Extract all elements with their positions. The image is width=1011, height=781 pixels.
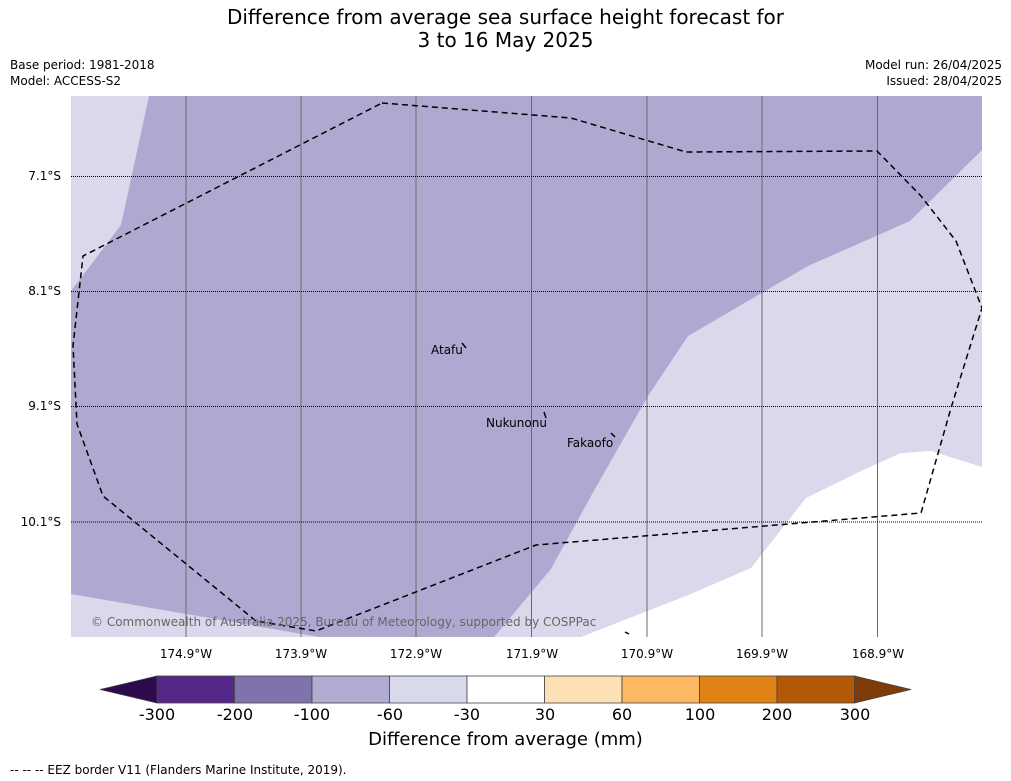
- colorbar-tick: 30: [534, 705, 556, 724]
- colorbar-bin: [311, 675, 390, 704]
- colorbar-bin: [466, 675, 545, 704]
- colorbar-extend-low: [100, 675, 158, 704]
- colorbar-bin: [156, 675, 235, 704]
- lon-label-168-9: 168.9°W: [851, 647, 905, 661]
- colorbar-tick: 100: [684, 705, 716, 724]
- colorbar-tick: -200: [216, 705, 254, 724]
- atafu-atoll: [461, 342, 467, 349]
- place-label-atafu: Atafu: [431, 343, 463, 357]
- colorbar-tick: 300: [839, 705, 871, 724]
- colorbar-extend-high: [854, 675, 912, 704]
- lon-label-172-9: 172.9°W: [389, 647, 443, 661]
- lat-label-10-1: 10.1°S: [20, 515, 61, 529]
- place-label-fakaofo: Fakaofo: [567, 436, 613, 450]
- colorbar-bin: [699, 675, 778, 704]
- lon-label-171-9: 171.9°W: [505, 647, 559, 661]
- colorbar-bin: [621, 675, 700, 704]
- colorbar-bin: [234, 675, 313, 704]
- base-period: Base period: 1981-2018: [10, 58, 155, 72]
- longitude-gridlines: [185, 96, 878, 637]
- title-line-2: 3 to 16 May 2025: [417, 28, 594, 52]
- lon-label-170-9: 170.9°W: [620, 647, 674, 661]
- lon-label-169-9: 169.9°W: [735, 647, 789, 661]
- meta-left: Base period: 1981-2018 Model: ACCESS-S2: [10, 57, 155, 89]
- anomaly-region-medium: [71, 96, 982, 637]
- eez-border-fragment: [624, 631, 630, 635]
- fakaofo-atoll: [610, 432, 616, 438]
- place-label-nukunonu: Nukunonu: [486, 416, 547, 430]
- colorbar-title: Difference from average (mm): [368, 729, 643, 750]
- colorbar-bin: [389, 675, 468, 704]
- copyright-notice: © Commonwealth of Australia 2025, Bureau…: [91, 615, 596, 629]
- lat-label-9-1: 9.1°S: [28, 399, 61, 413]
- colorbar-tick: -300: [138, 705, 176, 724]
- colorbar: [100, 675, 912, 704]
- colorbar-segments: [100, 675, 912, 704]
- sea-level-map: Atafu Nukunonu Fakaofo © Commonwealth of…: [71, 96, 982, 637]
- meta-right: Model run: 26/04/2025 Issued: 28/04/2025: [865, 57, 1002, 89]
- lon-label-173-9: 173.9°W: [274, 647, 328, 661]
- colorbar-tick: -30: [453, 705, 481, 724]
- lat-label-8-1: 8.1°S: [28, 284, 61, 298]
- lon-label-174-9: 174.9°W: [159, 647, 213, 661]
- colorbar-bin: [544, 675, 623, 704]
- colorbar-tick: -60: [376, 705, 404, 724]
- colorbar-tick: 60: [611, 705, 633, 724]
- colorbar-tick: 200: [761, 705, 793, 724]
- model-run: Model run: 26/04/2025: [864, 58, 1002, 72]
- model-name: Model: ACCESS-S2: [10, 74, 122, 88]
- eez-legend: -- -- -- EEZ border V11 (Flanders Marine…: [10, 763, 347, 777]
- lat-label-7-1: 7.1°S: [28, 169, 61, 183]
- issued-date: Issued: 28/04/2025: [886, 74, 1002, 88]
- title-line-1: Difference from average sea surface heig…: [226, 5, 785, 29]
- chart-title: Difference from average sea surface heig…: [0, 6, 1011, 52]
- nukunonu-atoll: [543, 411, 547, 419]
- colorbar-tick: -100: [293, 705, 331, 724]
- colorbar-bin: [776, 675, 855, 704]
